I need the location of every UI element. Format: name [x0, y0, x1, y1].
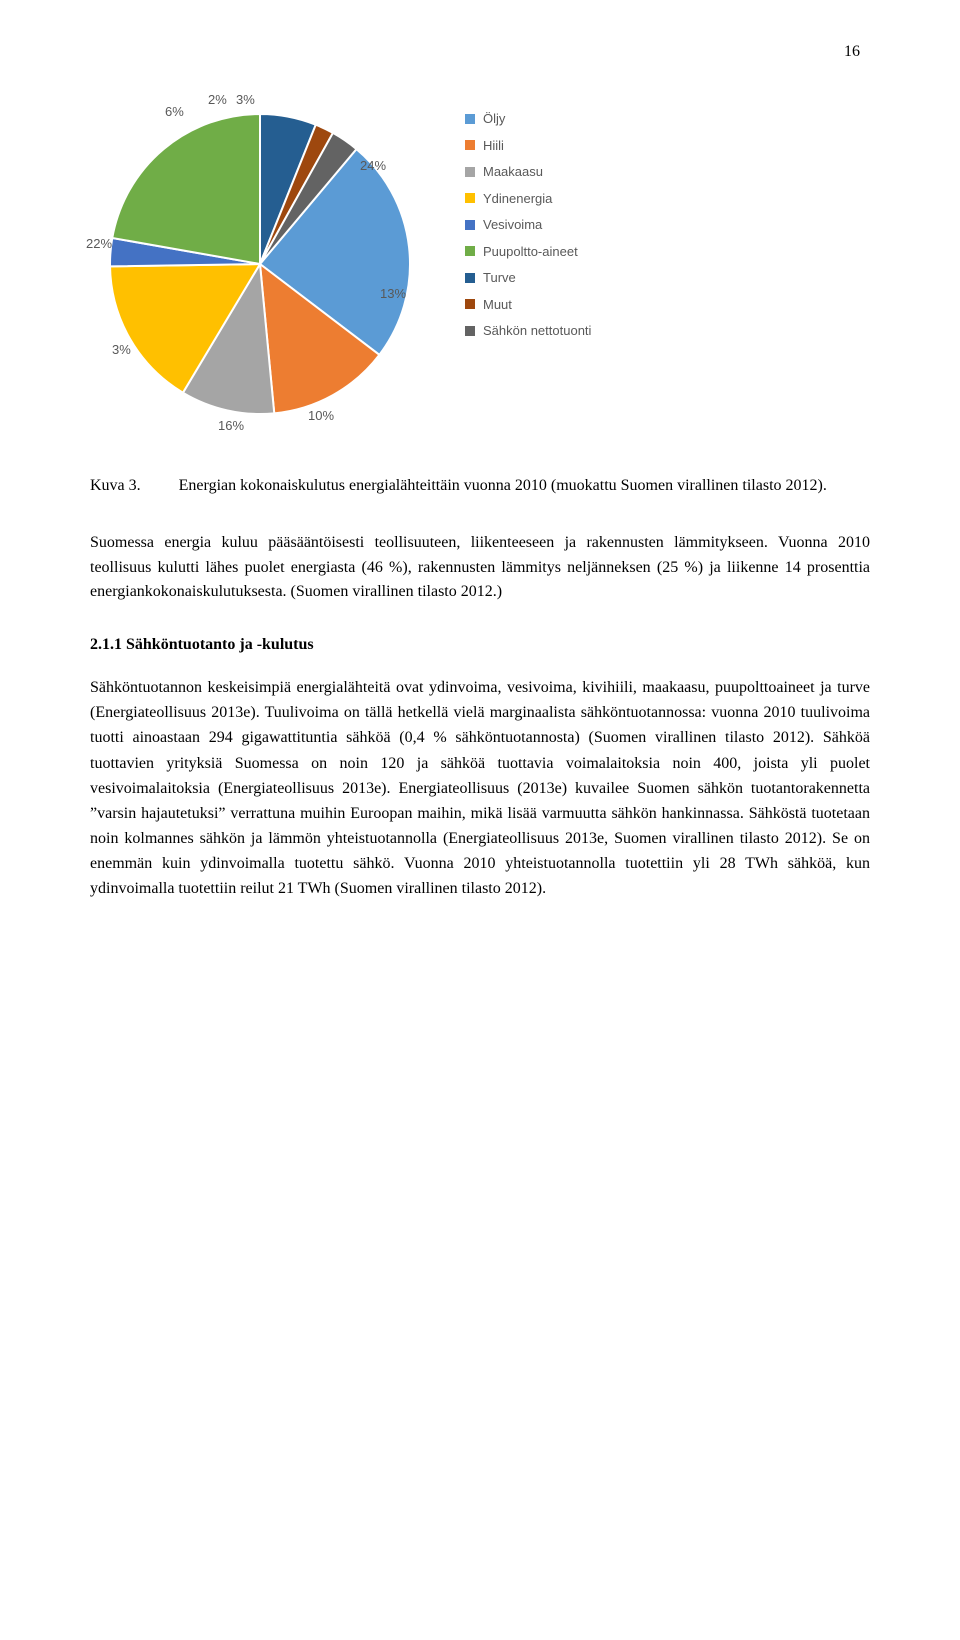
- legend-label: Sähkön nettotuonti: [483, 321, 591, 341]
- legend: Öljy Hiili Maakaasu Ydinenergia Vesivoima Puu…: [465, 94, 591, 341]
- legend-swatch: [465, 326, 475, 336]
- legend-item: Sähkön nettotuonti: [465, 321, 591, 341]
- legend-swatch: [465, 167, 475, 177]
- legend-label: Hiili: [483, 136, 504, 156]
- pie-slice-label: 24%: [360, 156, 386, 176]
- legend-item: Ydinenergia: [465, 189, 591, 209]
- pie-slice-label: 10%: [308, 406, 334, 426]
- pie-slice-label: 13%: [380, 284, 406, 304]
- pie-svg: [90, 94, 430, 434]
- legend-swatch: [465, 299, 475, 309]
- legend-item: Turve: [465, 268, 591, 288]
- pie-slice-label: 3%: [236, 90, 255, 110]
- figure-caption: Kuva 3. Energian kokonaiskulutus energia…: [90, 474, 870, 499]
- legend-swatch: [465, 193, 475, 203]
- pie-slice-label: 3%: [112, 340, 131, 360]
- pie-slice-label: 6%: [165, 102, 184, 122]
- paragraph-1: Suomessa energia kuluu pääsääntöisesti t…: [90, 531, 870, 605]
- legend-swatch: [465, 246, 475, 256]
- legend-label: Turve: [483, 268, 516, 288]
- pie-slice: [112, 114, 260, 264]
- legend-label: Ydinenergia: [483, 189, 552, 209]
- page-number: 16: [90, 40, 870, 64]
- pie-slice-label: 22%: [86, 234, 112, 254]
- legend-swatch: [465, 273, 475, 283]
- pie-chart: 24%13%10%16%3%22%6%2%3%: [90, 94, 430, 434]
- legend-label: Puupoltto-aineet: [483, 242, 578, 262]
- legend-item: Puupoltto-aineet: [465, 242, 591, 262]
- legend-swatch: [465, 220, 475, 230]
- legend-label: Öljy: [483, 109, 505, 129]
- section-heading: 2.1.1 Sähköntuotanto ja -kulutus: [90, 633, 870, 657]
- paragraph-2: Sähköntuotannon keskeisimpiä energialäht…: [90, 675, 870, 901]
- legend-item: Hiili: [465, 136, 591, 156]
- legend-label: Muut: [483, 295, 512, 315]
- caption-label: Kuva 3.: [90, 474, 141, 499]
- pie-slice-label: 16%: [218, 416, 244, 436]
- caption-text: Energian kokonaiskulutus energialähteitt…: [179, 474, 827, 499]
- legend-item: Maakaasu: [465, 162, 591, 182]
- legend-label: Vesivoima: [483, 215, 542, 235]
- figure: 24%13%10%16%3%22%6%2%3% ÖljyHiiliMaakaas…: [90, 94, 870, 434]
- legend-swatch: [465, 114, 475, 124]
- legend-item: Vesivoima: [465, 215, 591, 235]
- legend-item: Muut: [465, 295, 591, 315]
- legend-label: Maakaasu: [483, 162, 543, 182]
- legend-item: Öljy: [465, 109, 591, 129]
- pie-slice-label: 2%: [208, 90, 227, 110]
- legend-swatch: [465, 140, 475, 150]
